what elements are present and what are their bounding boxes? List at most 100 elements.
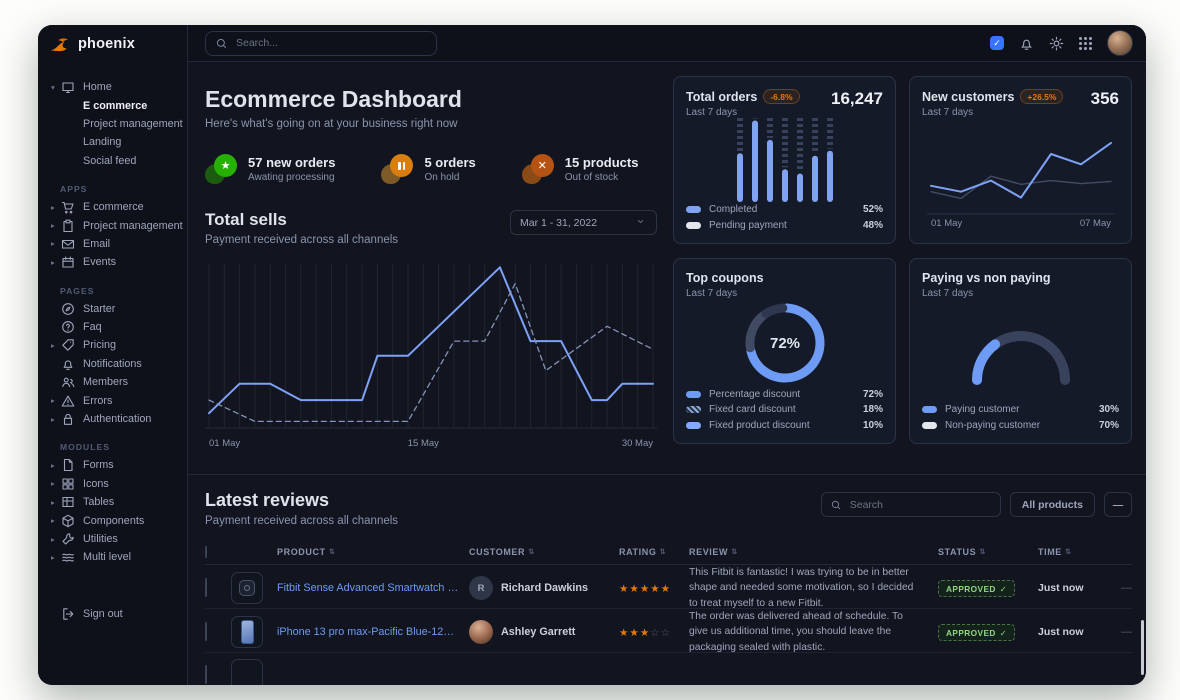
tag-icon [61,338,75,352]
sidebar-item-utilities[interactable]: ▸ Utilities [51,533,118,545]
row-checkbox[interactable] [205,664,207,684]
sidebar-item-home[interactable]: ▾ Home [51,81,112,94]
column-header-product[interactable]: PRODUCT ⇅ [277,546,336,557]
sidebar-item-e-commerce[interactable]: ▸ E commerce [51,200,144,214]
stat-out-of-stock: ✕ 15 products Out of stock [521,154,638,184]
all-products-button[interactable]: All products [1009,492,1095,517]
reviews-search[interactable] [820,492,1001,517]
sidebar-subitem-landing[interactable]: Landing [83,136,122,149]
caret-right-icon: ▸ [51,534,55,544]
apps-grid-icon[interactable] [1079,36,1092,50]
row-more-button[interactable]: — [1121,626,1132,639]
sort-icon: ⇅ [528,547,536,556]
sidebar-subitem-project-management[interactable]: Project management [83,117,183,130]
table-icon [61,495,75,509]
search-icon [216,38,227,49]
sidebar-section-modules: MODULES [60,442,110,453]
sidebar-item-components[interactable]: ▸ Components [51,514,145,527]
legend-item-non-paying-customer[interactable]: Non-paying customer 70% [922,418,1119,434]
product-link[interactable]: Fitbit Sense Advanced Smartwatch with To… [277,582,469,595]
sidebar-item-multi-level[interactable]: ▸ Multi level [51,551,132,564]
reviews-table: PRODUCT ⇅ CUSTOMER ⇅ RATING ⇅ REVIEW ⇅ STATUS ⇅ TI… [205,539,1132,685]
reviews-title: Latest reviews [205,490,330,510]
global-search[interactable] [205,30,437,56]
search-input[interactable] [234,36,426,50]
time-cell: Just now [1038,582,1084,595]
table-row-partial [205,653,1132,685]
notifications-bell-icon[interactable] [1019,36,1034,51]
sidebar-item-tables[interactable]: ▸ Tables [51,495,115,509]
sign-out-icon [61,607,75,621]
sidebar-item-sign-out[interactable]: Sign out [38,605,187,623]
date-range-select[interactable]: Mar 1 - 31, 2022 [510,210,657,235]
legend-item-paying-customer[interactable]: Paying customer 30% [922,402,1119,418]
column-header-customer[interactable]: CUSTOMER ⇅ [469,546,536,557]
caret-right-icon: ▸ [51,257,55,267]
dark-mode-toggle[interactable]: ✓ [990,36,1004,50]
select-all-checkbox[interactable] [205,545,207,558]
cart-icon [61,200,75,214]
sidebar-section-apps: APPS [60,183,88,194]
time-cell: Just now [1038,626,1084,639]
check-icon: ✓ [999,627,1008,638]
reviews-search-input[interactable] [847,497,991,512]
sidebar-item-faq[interactable]: Faq [38,318,187,336]
sidebar-item-starter[interactable]: Starter [38,300,187,318]
total-sells-chart: 01 May 15 May 30 May [205,258,657,461]
svg-text:30 May: 30 May [622,438,653,449]
sidebar-item-project-management[interactable]: ▸ Project management [51,219,183,232]
pause-icon [381,154,414,184]
paying-legend: Paying customer 30% Non-paying customer 70% [922,402,1119,433]
row-checkbox[interactable] [205,622,207,642]
card-period: Last 7 days [686,288,738,299]
legend-swatch [922,406,937,414]
column-header-review[interactable]: REVIEW ⇅ [689,546,738,557]
caret-right-icon: ▸ [51,479,55,489]
sidebar-item-errors[interactable]: ▸ Errors [51,394,113,407]
sidebar-item-pricing[interactable]: ▸ Pricing [51,338,117,352]
legend-item-completed[interactable]: Completed 52% [686,202,883,218]
review-text: This Fitbit is fantastic! I was trying t… [689,567,914,609]
search-icon [831,500,841,510]
svg-text:07 May: 07 May [1079,218,1110,228]
phoenix-logo[interactable]: phoenix [38,25,187,62]
product-link[interactable]: iPhone 13 pro max-Pacific Blue-128GB sto… [277,626,469,639]
user-avatar[interactable] [1107,30,1133,56]
legend-swatch [686,421,701,429]
table-row: Fitbit Sense Advanced Smartwatch with To… [205,565,1132,609]
legend-item-percentage-discount[interactable]: Percentage discount 72% [686,387,883,403]
sidebar-item-email[interactable]: ▸ Email [51,237,110,250]
sidebar-item-events[interactable]: ▸ Events [51,256,117,269]
row-checkbox[interactable] [205,578,207,598]
more-options-button[interactable]: — [1104,492,1132,517]
sidebar-item-forms[interactable]: ▸ Forms [51,459,114,472]
settings-gear-icon[interactable] [1049,36,1064,51]
latest-reviews-section: Latest reviews Payment received across a… [188,474,1146,685]
sidebar-item-icons[interactable]: ▸ Icons [51,477,109,490]
column-header-status[interactable]: STATUS ⇅ [938,546,987,557]
caret-right-icon: ▸ [51,396,55,406]
product-thumbnail [231,572,263,605]
customer-cell: Ashley Garrett [469,620,619,645]
sidebar-subitem-social-feed[interactable]: Social feed [83,154,137,167]
column-header-time[interactable]: TIME ⇅ [1038,546,1072,557]
sidebar-item-members[interactable]: Members [38,373,187,391]
column-header-rating[interactable]: RATING ⇅ [619,546,667,557]
svg-text:15 May: 15 May [408,438,439,449]
sidebar-subitem-e-commerce[interactable]: E commerce [83,99,148,112]
caret-down-icon: ▾ [51,82,55,92]
customer-cell: R Richard Dawkins [469,576,619,601]
total-sells-subtitle: Payment received across all channels [205,234,399,246]
legend-item-pending-payment[interactable]: Pending payment 48% [686,218,883,234]
row-more-button[interactable]: — [1121,582,1132,595]
sidebar-item-authentication[interactable]: ▸ Authentication [51,413,152,426]
legend-swatch [922,421,937,429]
sidebar-item-notifications[interactable]: Notifications [38,355,187,373]
legend-item-fixed-card-discount[interactable]: Fixed card discount 18% [686,402,883,418]
topbar: ✓ [188,25,1146,62]
main-content: Ecommerce Dashboard Here's what's going … [188,62,1146,685]
scrollbar-thumb[interactable] [1141,620,1144,675]
legend-item-fixed-product-discount[interactable]: Fixed product discount 10% [686,418,883,434]
x-icon: ✕ [521,154,554,184]
stat-awating-processing: ★ 57 new orders Awating processing [205,154,335,184]
